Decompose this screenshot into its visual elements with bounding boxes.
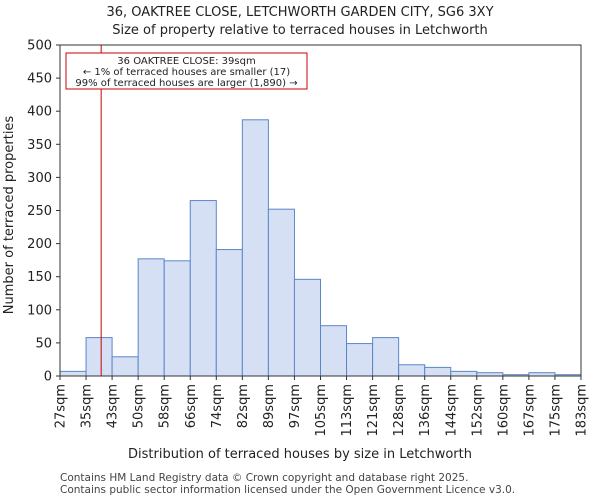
- y-tick-label: 50: [35, 336, 52, 351]
- chart-title-line2: Size of property relative to terraced ho…: [112, 23, 488, 38]
- annotation-box: [65, 52, 308, 90]
- x-tick-label: 136sqm: [418, 384, 433, 437]
- y-tick-label: 200: [27, 237, 52, 252]
- x-tick-label: 121sqm: [366, 384, 381, 437]
- bar: [59, 370, 87, 377]
- chart-title-line1: 36, OAKTREE CLOSE, LETCHWORTH GARDEN CIT…: [106, 5, 493, 20]
- bar: [215, 249, 243, 377]
- bar: [137, 258, 165, 377]
- x-tick-label: 66sqm: [184, 384, 199, 428]
- x-tick-label: 74sqm: [210, 384, 225, 428]
- x-tick-label: 175sqm: [548, 384, 563, 437]
- y-tick-label: 450: [27, 72, 52, 87]
- chart: 36, OAKTREE CLOSE, LETCHWORTH GARDEN CIT…: [2, 5, 590, 462]
- x-tick-label: 113sqm: [340, 384, 355, 437]
- bar: [293, 278, 322, 377]
- y-tick-label: 400: [27, 105, 52, 120]
- x-tick-label: 27sqm: [54, 384, 69, 428]
- footer-copyright: Contains HM Land Registry data © Crown c…: [60, 472, 469, 484]
- x-tick-label: 128sqm: [392, 384, 407, 437]
- x-tick-label: 43sqm: [106, 384, 121, 428]
- bar: [241, 119, 269, 377]
- x-tick-label: 50sqm: [132, 384, 147, 428]
- y-tick-label: 100: [27, 303, 52, 318]
- x-tick-label: 97sqm: [288, 384, 303, 428]
- footer-licence: Contains public sector information licen…: [60, 484, 516, 496]
- y-tick-label: 350: [27, 138, 52, 153]
- x-tick-label: 167sqm: [522, 384, 537, 437]
- x-tick-label: 82sqm: [236, 384, 251, 428]
- y-tick-label: 0: [44, 370, 52, 385]
- bar: [424, 366, 452, 377]
- x-axis-label: Distribution of terraced houses by size …: [128, 447, 472, 462]
- bar: [450, 370, 478, 377]
- bar: [372, 337, 400, 377]
- bar: [320, 325, 348, 377]
- y-axis-label: Number of terraced properties: [2, 116, 17, 315]
- x-tick-label: 144sqm: [444, 384, 459, 437]
- bar: [267, 208, 295, 377]
- x-tick-label: 35sqm: [80, 384, 95, 428]
- x-tick-label: 160sqm: [496, 384, 511, 437]
- x-tick-label: 89sqm: [262, 384, 277, 428]
- bar: [111, 356, 139, 377]
- x-tick-label: 183sqm: [575, 384, 590, 437]
- y-tick-label: 500: [27, 39, 52, 54]
- annotation-text: ← 1% of terraced houses are smaller (17): [83, 67, 290, 78]
- annotation-text: 99% of terraced houses are larger (1,890…: [75, 78, 297, 89]
- bar: [189, 200, 217, 377]
- annotation-text: 36 OAKTREE CLOSE: 39sqm: [117, 56, 255, 67]
- plot-area: 0 50 100 150 200 250 300 350 400 450 500 27sqm 35sqm…: [27, 39, 589, 437]
- bar: [163, 260, 191, 377]
- y-tick-label: 250: [27, 204, 52, 219]
- x-tick-label: 152sqm: [470, 384, 485, 437]
- bar: [346, 343, 374, 377]
- x-tick-label: 105sqm: [314, 384, 329, 437]
- y-tick-label: 300: [27, 171, 52, 186]
- y-tick-label: 150: [27, 270, 52, 285]
- bar: [85, 337, 113, 377]
- x-tick-label: 58sqm: [158, 384, 173, 428]
- bar: [398, 364, 426, 377]
